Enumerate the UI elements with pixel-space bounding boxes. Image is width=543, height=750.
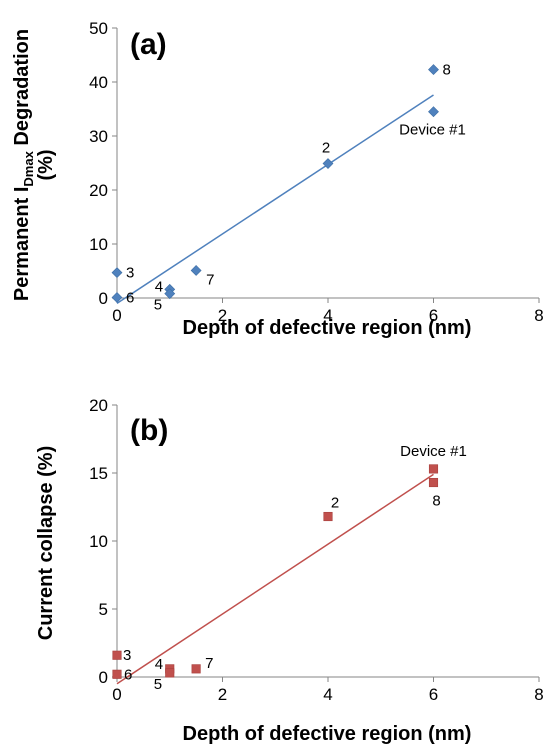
- chart-a-point: [111, 267, 123, 279]
- chart-a-point-label: 5: [154, 297, 162, 314]
- chart-b-point-label: 6: [124, 666, 132, 683]
- chart-a-y-tick-label: 50: [89, 19, 108, 38]
- chart-a-point-label: 7: [206, 271, 214, 288]
- chart-b: (b) Depth of defective region (nm) Curre…: [35, 396, 543, 745]
- chart-a-point: [322, 158, 334, 169]
- chart-b-point-label: 3: [123, 647, 131, 664]
- chart-b-point-label: 4: [155, 656, 163, 673]
- chart-a-x-tick-label: 6: [429, 306, 438, 325]
- chart-a-point-label: Device #1: [399, 122, 466, 139]
- chart-b-point-label: 5: [154, 676, 162, 693]
- chart-a-point-label: 8: [443, 62, 451, 79]
- chart-b-panel-label: (b): [130, 414, 168, 447]
- chart-b-y-tick-label: 5: [99, 600, 108, 619]
- chart-a-point-label: 3: [126, 265, 134, 282]
- chart-a-y-tick-label: 10: [89, 235, 108, 254]
- chart-b-x-axis-title: Depth of defective region (nm): [183, 723, 472, 745]
- chart-a-y-tick-label: 30: [89, 127, 108, 146]
- chart-a-point: [428, 106, 439, 118]
- chart-a-point-label: 6: [126, 289, 134, 306]
- chart-a-x-tick-label: 2: [218, 306, 227, 325]
- chart-a-x-tick-label: 4: [323, 306, 332, 325]
- chart-b-point-label: 7: [205, 655, 213, 672]
- chart-b-point: [112, 669, 122, 679]
- chart-a-point: [190, 265, 202, 276]
- chart-a-point: [111, 292, 123, 303]
- chart-b-point-label: 2: [331, 495, 339, 512]
- chart-b-point: [428, 464, 439, 474]
- chart-a-y-axis-title-suffix: Degradation: [11, 29, 33, 151]
- chart-a-y-axis-title-line1: Permanent IDmax Degradation: [11, 29, 36, 301]
- chart-b-y-tick-label: 0: [99, 668, 108, 687]
- chart-b-point-label: 8: [432, 493, 440, 510]
- chart-a-y-axis-title-subscript: Dmax: [21, 150, 36, 186]
- chart-b-y-tick-label: 20: [89, 396, 108, 415]
- chart-b-point: [428, 477, 439, 488]
- chart-a-y-tick-label: 20: [89, 181, 108, 200]
- chart-a-x-tick-label: 0: [112, 306, 121, 325]
- chart-a-point-label: 4: [155, 278, 163, 295]
- chart-b-x-tick-label: 0: [112, 685, 121, 704]
- chart-b-y-axis-title: Current collapse (%): [35, 446, 57, 640]
- chart-b-y-tick-label: 10: [89, 532, 108, 551]
- chart-b-x-tick-label: 6: [429, 685, 438, 704]
- chart-a-y-axis-title-line2: (%): [35, 149, 57, 180]
- chart-a-y-axis-title-prefix: Permanent I: [11, 187, 33, 301]
- chart-b-point-label: Device #1: [400, 443, 467, 460]
- chart-a-point: [164, 288, 176, 300]
- chart-b-point: [112, 650, 122, 660]
- chart-a-y-tick-label: 0: [99, 289, 108, 308]
- chart-a-point: [428, 64, 439, 76]
- chart-a-trendline: [116, 94, 434, 305]
- chart-b-point: [323, 511, 333, 522]
- chart-b-point: [165, 668, 175, 678]
- chart-b-x-tick-label: 2: [218, 685, 227, 704]
- chart-b-x-tick-label: 8: [534, 685, 543, 704]
- chart-b-x-tick-label: 4: [323, 685, 332, 704]
- chart-a-point-label: 2: [322, 140, 330, 157]
- chart-a-x-axis-title: Depth of defective region (nm): [183, 317, 472, 339]
- chart-b-point: [191, 664, 201, 674]
- chart-a-x-tick-label: 8: [534, 306, 543, 325]
- chart-a-y-tick-label: 40: [89, 73, 108, 92]
- chart-b-trendline: [116, 473, 434, 685]
- chart-a-panel-label: (a): [130, 28, 167, 61]
- chart-b-y-tick-label: 15: [89, 464, 108, 483]
- chart-a: (a) Depth of defective region (nm) Perma…: [11, 19, 543, 339]
